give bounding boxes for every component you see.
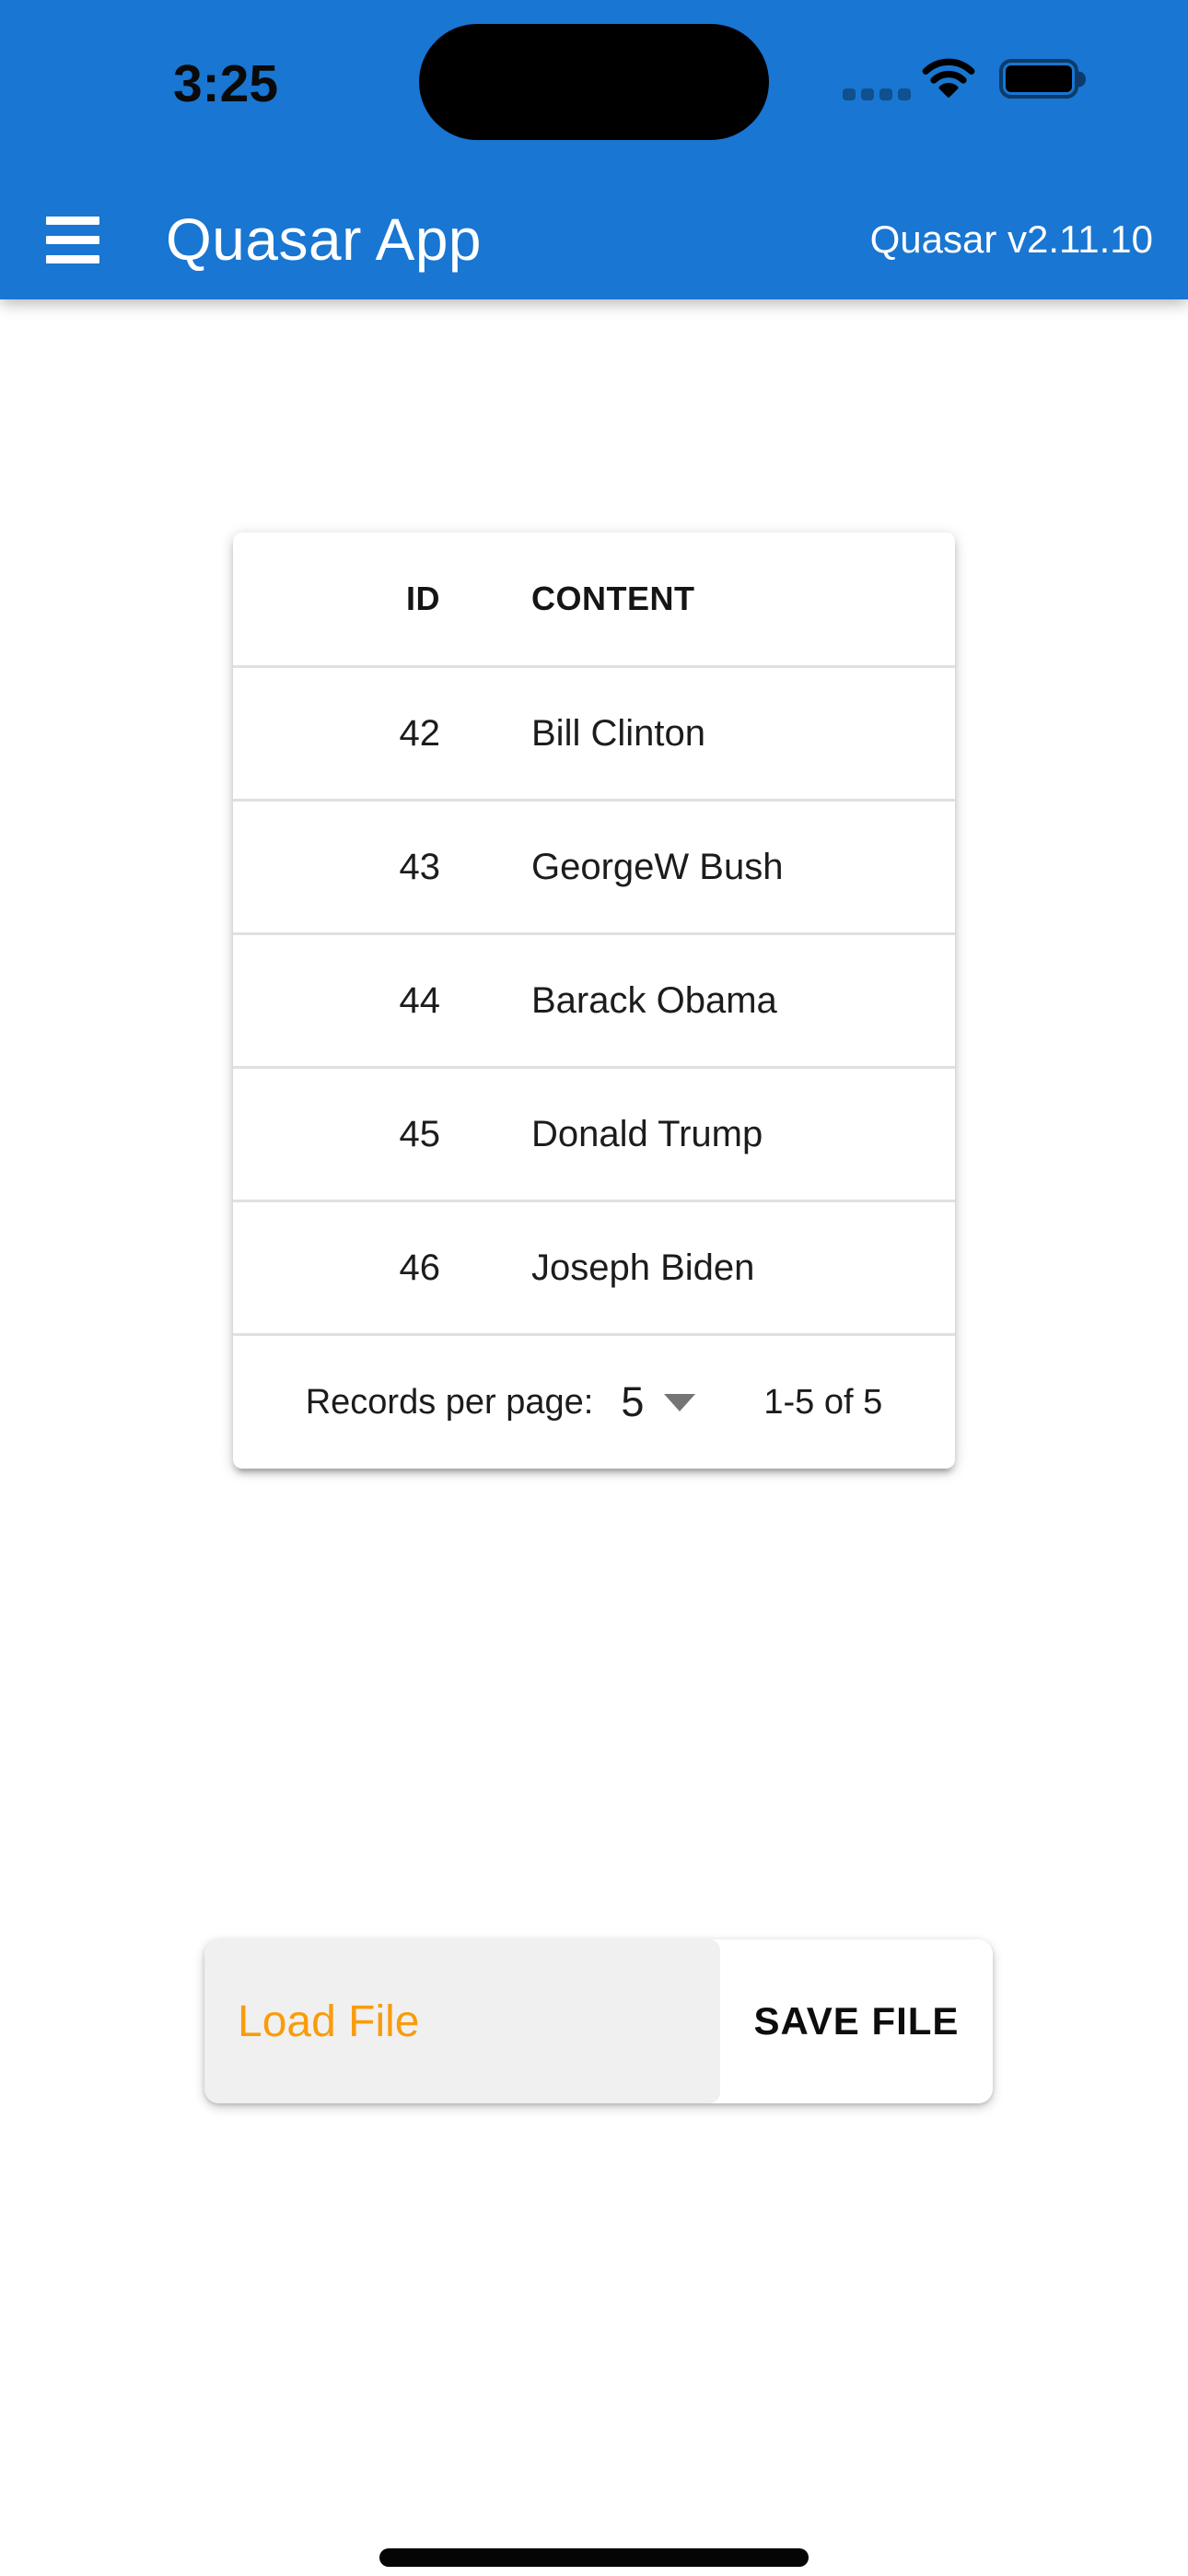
cell-content: Joseph Biden — [531, 1247, 755, 1288]
hamburger-icon — [46, 216, 99, 263]
dynamic-island — [419, 24, 769, 140]
page-title: Quasar App — [166, 206, 482, 273]
table-row: 44 Barack Obama — [233, 932, 955, 1066]
records-per-page-select[interactable]: 5 — [621, 1378, 696, 1426]
status-time: 3:25 — [172, 54, 279, 113]
table-row: 42 Bill Clinton — [233, 665, 955, 799]
column-header-content: CONTENT — [531, 580, 695, 617]
toolbar: Quasar App Quasar v2.11.10 — [0, 193, 1188, 286]
app-header: 3:25 Quasar App Quasar v2.11.10 — [0, 0, 1188, 299]
column-header-id: ID — [406, 580, 440, 617]
battery-fill — [1006, 65, 1072, 92]
load-file-label: Load File — [238, 1996, 420, 2046]
cell-id: 44 — [399, 979, 441, 1021]
save-file-button[interactable]: SAVE FILE — [720, 1939, 993, 2103]
cell-id: 46 — [399, 1247, 441, 1288]
load-file-button[interactable]: Load File — [204, 1939, 720, 2103]
cell-id: 43 — [399, 846, 441, 887]
app-version-label: Quasar v2.11.10 — [869, 217, 1153, 261]
wifi-icon — [922, 58, 975, 98]
table-row: 43 GeorgeW Bush — [233, 799, 955, 932]
data-table-card: ID CONTENT 42 Bill Clinton 43 GeorgeW Bu… — [233, 533, 955, 1469]
table-row: 45 Donald Trump — [233, 1066, 955, 1200]
table-pagination: Records per page: 5 1-5 of 5 — [233, 1333, 955, 1469]
dropdown-arrow-icon — [664, 1393, 696, 1411]
records-per-page-value: 5 — [621, 1378, 645, 1425]
table-header-row: ID CONTENT — [233, 533, 955, 665]
pagination-range-label: 1-5 of 5 — [763, 1382, 883, 1422]
cell-id: 45 — [399, 1113, 441, 1154]
records-per-page-label: Records per page: — [305, 1382, 594, 1422]
battery-icon — [999, 59, 1086, 99]
file-actions-bar: Load File SAVE FILE — [204, 1939, 993, 2103]
cell-content: Barack Obama — [531, 979, 777, 1021]
save-file-label: SAVE FILE — [753, 1999, 960, 2043]
table-row: 46 Joseph Biden — [233, 1200, 955, 1333]
cell-content: Bill Clinton — [531, 712, 705, 754]
cell-content: Donald Trump — [531, 1113, 763, 1154]
home-indicator[interactable] — [379, 2548, 809, 2567]
menu-button[interactable] — [46, 205, 114, 274]
battery-nub — [1078, 71, 1086, 87]
cell-content: GeorgeW Bush — [531, 846, 784, 887]
cellular-signal-icon — [843, 88, 911, 100]
cell-id: 42 — [399, 712, 441, 754]
